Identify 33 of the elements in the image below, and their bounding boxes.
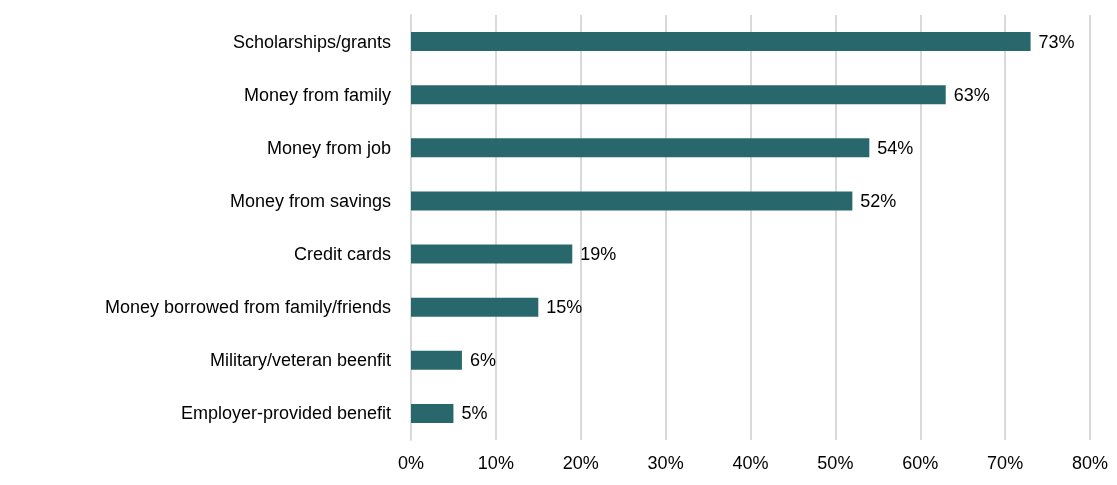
data-label: 73% <box>1038 31 1075 52</box>
x-tick-label: 60% <box>902 453 939 473</box>
x-tick-label: 50% <box>817 453 854 473</box>
data-label: 5% <box>461 403 488 424</box>
x-tick-label: 30% <box>647 453 684 473</box>
bar <box>411 191 853 211</box>
x-tick-label: 80% <box>1071 453 1109 473</box>
y-tick-label: Money from job <box>266 137 391 158</box>
x-tick-label: 40% <box>732 453 769 473</box>
x-tick-label: 70% <box>987 453 1024 473</box>
y-tick-label: Money from family <box>243 84 391 105</box>
data-label: 52% <box>860 190 897 211</box>
bar <box>411 244 573 264</box>
x-tick-label: 0% <box>397 453 425 473</box>
bar <box>411 403 454 423</box>
y-tick-label: Money from savings <box>229 190 391 211</box>
x-tick-label: 20% <box>562 453 599 473</box>
bar <box>411 32 1031 52</box>
data-label: 19% <box>580 244 617 265</box>
y-tick-label: Money borrowed from family/friends <box>104 297 391 318</box>
data-label: 15% <box>546 297 583 318</box>
data-label: 6% <box>469 350 496 371</box>
y-tick-label: Military/veteran beenfit <box>209 350 391 371</box>
bar <box>411 350 462 370</box>
bar <box>411 297 539 317</box>
y-tick-label: Employer-provided benefit <box>180 403 391 424</box>
y-tick-label: Scholarships/grants <box>232 31 391 52</box>
bar <box>411 138 870 158</box>
x-tick-label: 10% <box>477 453 514 473</box>
data-label: 63% <box>953 84 990 105</box>
data-label: 54% <box>877 137 914 158</box>
bar <box>411 85 946 105</box>
y-tick-label: Credit cards <box>293 244 391 265</box>
